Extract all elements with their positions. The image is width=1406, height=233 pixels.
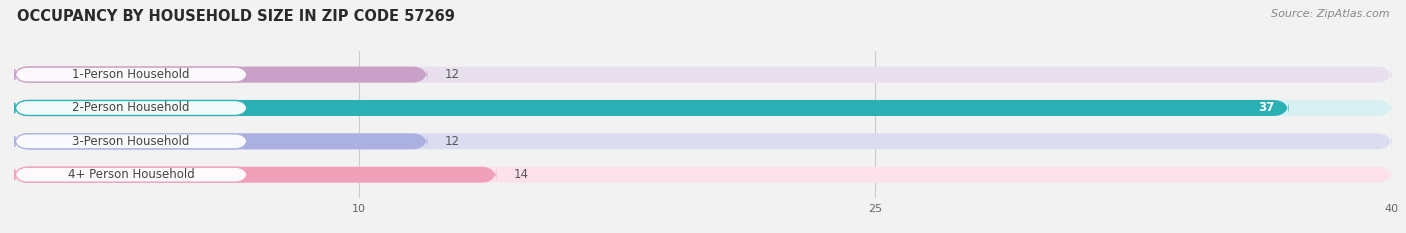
Text: 1-Person Household: 1-Person Household: [73, 68, 190, 81]
Text: 14: 14: [513, 168, 529, 181]
FancyBboxPatch shape: [14, 167, 1392, 183]
FancyBboxPatch shape: [14, 67, 427, 83]
Text: OCCUPANCY BY HOUSEHOLD SIZE IN ZIP CODE 57269: OCCUPANCY BY HOUSEHOLD SIZE IN ZIP CODE …: [17, 9, 454, 24]
FancyBboxPatch shape: [14, 133, 427, 149]
Text: 2-Person Household: 2-Person Household: [73, 102, 190, 114]
FancyBboxPatch shape: [14, 134, 247, 149]
FancyBboxPatch shape: [14, 100, 1289, 116]
Text: 4+ Person Household: 4+ Person Household: [67, 168, 194, 181]
FancyBboxPatch shape: [14, 167, 496, 183]
FancyBboxPatch shape: [14, 100, 247, 116]
Text: Source: ZipAtlas.com: Source: ZipAtlas.com: [1271, 9, 1389, 19]
Text: 12: 12: [444, 135, 460, 148]
Text: 37: 37: [1258, 102, 1275, 114]
FancyBboxPatch shape: [14, 133, 1392, 149]
FancyBboxPatch shape: [14, 67, 247, 82]
Text: 12: 12: [444, 68, 460, 81]
FancyBboxPatch shape: [14, 100, 1392, 116]
Text: 3-Person Household: 3-Person Household: [73, 135, 190, 148]
FancyBboxPatch shape: [14, 67, 1392, 83]
FancyBboxPatch shape: [14, 167, 247, 182]
